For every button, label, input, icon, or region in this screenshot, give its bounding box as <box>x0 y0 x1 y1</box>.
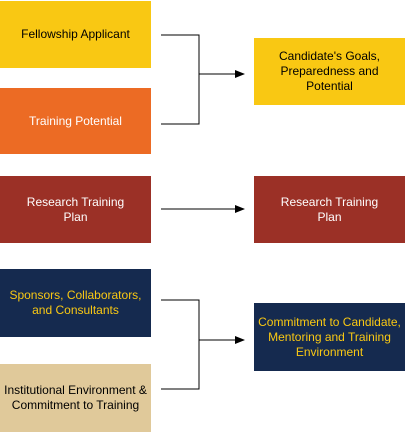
box-label: Research Training Plan <box>280 194 379 224</box>
box-label: Commitment to Candidate, Mentoring and T… <box>258 314 401 359</box>
box-label: Training Potential <box>29 113 122 128</box>
fellowship-applicant-box: Fellowship Applicant <box>0 1 151 68</box>
training-potential-box: Training Potential <box>0 88 151 154</box>
bracket-connector-bottom <box>161 299 200 390</box>
box-label: Research Training Plan <box>26 194 125 224</box>
box-label: Sponsors, Collaborators, and Consultants <box>9 288 142 317</box>
box-label: Institutional Environment & Commitment t… <box>4 383 147 412</box>
institutional-environment-box: Institutional Environment & Commitment t… <box>0 364 151 432</box>
research-training-plan-box: Research Training Plan <box>0 176 151 243</box>
box-label: Candidate's Goals, Preparedness and Pote… <box>278 49 380 93</box>
sponsors-collaborators-box: Sponsors, Collaborators, and Consultants <box>0 269 151 337</box>
bracket-connector-top <box>161 34 200 125</box>
research-training-plan-outcome-box: Research Training Plan <box>254 176 405 243</box>
commitment-to-candidate-box: Commitment to Candidate, Mentoring and T… <box>254 303 405 371</box>
box-label: Fellowship Applicant <box>21 27 130 41</box>
candidate-goals-box: Candidate's Goals, Preparedness and Pote… <box>254 38 405 105</box>
